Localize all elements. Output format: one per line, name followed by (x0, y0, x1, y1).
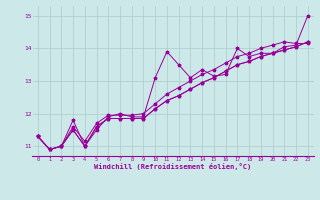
X-axis label: Windchill (Refroidissement éolien,°C): Windchill (Refroidissement éolien,°C) (94, 163, 252, 170)
